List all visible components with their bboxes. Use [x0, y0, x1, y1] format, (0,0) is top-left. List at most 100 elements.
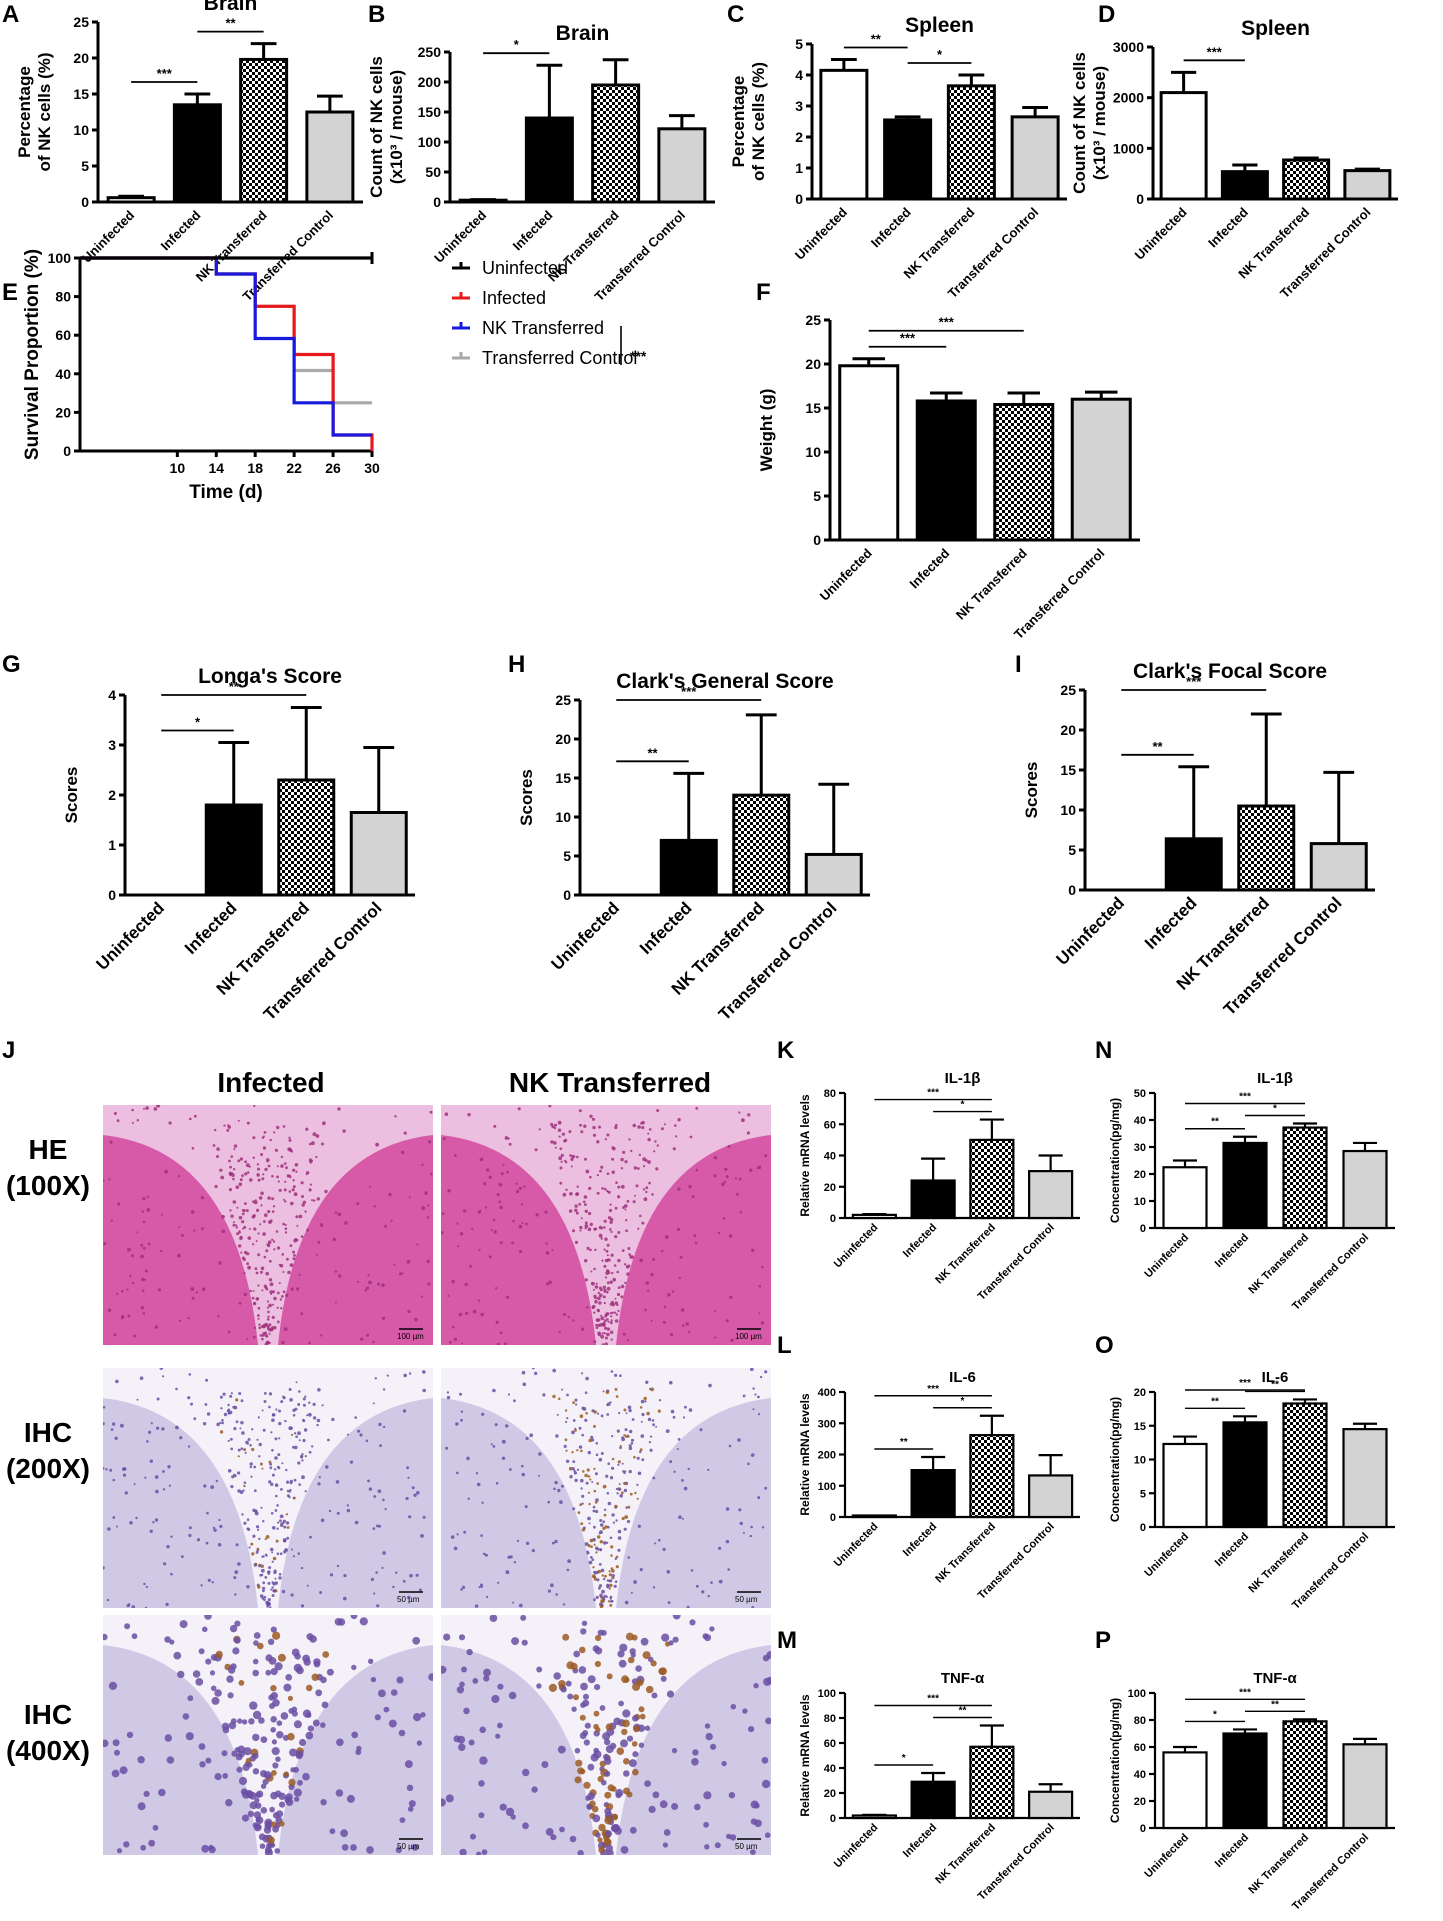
cell-nucleus	[271, 1551, 274, 1554]
significance-label: **	[900, 1437, 908, 1448]
cell-nucleus	[492, 1388, 496, 1393]
cell-nucleus	[718, 1546, 722, 1550]
significance-label: *	[937, 47, 943, 62]
cell-nucleus	[271, 1238, 274, 1242]
bar-nk-transferred	[969, 1434, 1015, 1519]
cell-nucleus	[600, 1227, 603, 1230]
cell-nucleus	[757, 1395, 760, 1399]
cell-nucleus	[257, 1416, 260, 1419]
cell-nucleus	[252, 1508, 256, 1513]
bar-transferred-control	[1028, 1790, 1074, 1820]
cell-nucleus	[422, 1388, 427, 1393]
cell-nucleus	[710, 1581, 713, 1584]
cell-nucleus	[548, 1280, 552, 1285]
cell-nucleus	[560, 1686, 567, 1693]
bar-transferred-control	[1028, 1474, 1074, 1519]
y-axis-label: Scores	[517, 769, 536, 826]
cell-nucleus	[270, 1716, 278, 1723]
cell-nucleus	[304, 1395, 307, 1398]
cell-nucleus	[686, 1605, 690, 1608]
cell-nucleus	[663, 1829, 671, 1836]
cell-nucleus	[616, 1292, 621, 1297]
cell-nucleus	[595, 1546, 599, 1550]
cell-nucleus	[112, 1739, 120, 1747]
cell-nucleus	[587, 1475, 591, 1478]
cell-nucleus	[606, 1243, 610, 1247]
cell-nucleus	[523, 1185, 526, 1188]
cell-nucleus	[602, 1390, 605, 1393]
cell-nucleus	[761, 1756, 769, 1764]
cell-nucleus	[312, 1402, 316, 1406]
cell-nucleus	[335, 1480, 340, 1484]
cell-nucleus	[272, 1290, 275, 1294]
cell-nucleus	[598, 1823, 606, 1832]
cell-nucleus	[187, 1317, 190, 1320]
cell-nucleus	[426, 1259, 430, 1264]
cell-nucleus	[120, 1423, 124, 1428]
cell-nucleus	[275, 1539, 279, 1543]
cell-nucleus	[295, 1170, 298, 1173]
cell-nucleus	[766, 1676, 771, 1685]
cell-nucleus	[265, 1600, 270, 1605]
cell-nucleus	[376, 1524, 379, 1528]
cell-nucleus	[297, 1403, 301, 1406]
cell-nucleus	[713, 1156, 718, 1160]
micrograph-image	[441, 1105, 771, 1345]
cell-nucleus	[508, 1691, 517, 1700]
cell-nucleus	[238, 1680, 245, 1686]
cell-nucleus	[304, 1490, 307, 1493]
cell-nucleus	[238, 1392, 242, 1395]
cell-nucleus	[256, 1163, 260, 1166]
y-tick-label: 25	[805, 312, 821, 328]
cell-nucleus	[259, 1223, 262, 1226]
cell-nucleus	[579, 1123, 582, 1127]
cell-nucleus	[609, 1228, 612, 1231]
y-tick-label: 3	[108, 737, 116, 753]
cell-nucleus	[662, 1547, 666, 1551]
y-tick-label: 4	[108, 687, 116, 703]
cell-nucleus	[615, 1395, 619, 1398]
cell-nucleus	[293, 1238, 298, 1243]
cell-nucleus	[635, 1665, 642, 1672]
cell-nucleus	[321, 1701, 329, 1709]
cell-nucleus	[491, 1694, 500, 1704]
cell-nucleus	[149, 1459, 153, 1463]
cell-nucleus	[241, 1220, 245, 1224]
cell-nucleus	[359, 1433, 363, 1437]
cell-nucleus	[569, 1192, 573, 1196]
cell-nucleus	[713, 1174, 717, 1178]
cell-nucleus	[588, 1438, 592, 1443]
cell-nucleus	[424, 1191, 428, 1195]
cell-nucleus	[648, 1441, 652, 1444]
cell-nucleus	[228, 1188, 232, 1192]
cell-nucleus	[262, 1324, 266, 1328]
y-tick-label: 10	[73, 122, 89, 138]
cell-nucleus	[582, 1730, 589, 1736]
cell-nucleus	[757, 1496, 761, 1500]
cell-nucleus	[420, 1712, 426, 1718]
cell-nucleus	[561, 1484, 564, 1488]
cell-nucleus	[574, 1747, 581, 1754]
y-axis-label-line: Count of NK cells	[367, 56, 386, 198]
cell-nucleus	[581, 1494, 585, 1498]
cell-nucleus	[288, 1778, 296, 1786]
cell-nucleus	[381, 1283, 385, 1287]
cell-nucleus	[302, 1772, 310, 1781]
meningeal-cleft	[103, 1615, 433, 1855]
cell-nucleus	[261, 1409, 264, 1412]
cell-nucleus	[623, 1263, 627, 1266]
cell-nucleus	[722, 1217, 726, 1220]
cell-nucleus	[116, 1292, 119, 1296]
cell-nucleus	[274, 1577, 277, 1580]
cell-nucleus	[152, 1824, 159, 1831]
cell-nucleus	[146, 1195, 150, 1199]
cell-nucleus	[499, 1205, 503, 1210]
cell-nucleus	[618, 1659, 627, 1668]
y-tick-label: 15	[555, 770, 571, 786]
cell-nucleus	[709, 1626, 715, 1632]
cell-nucleus	[643, 1396, 647, 1401]
cell-nucleus	[446, 1395, 451, 1400]
cell-nucleus	[483, 1668, 491, 1677]
cell-nucleus	[232, 1200, 237, 1204]
y-tick-label: 40	[55, 366, 71, 382]
